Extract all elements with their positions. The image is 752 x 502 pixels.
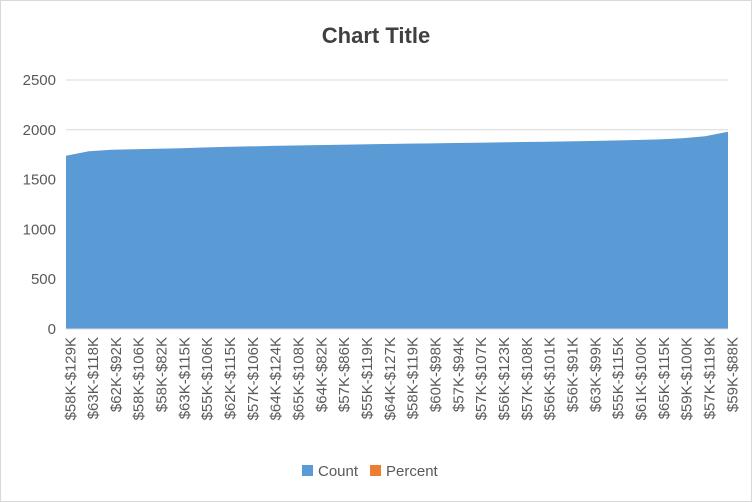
x-tick-label: $56K-$123K: [496, 337, 513, 420]
y-tick-label: 500: [31, 271, 56, 288]
x-tick-label: $63K-$118K: [85, 337, 102, 419]
x-tick-label: $57K-$108K: [519, 337, 536, 420]
legend-label: Count: [318, 463, 359, 480]
x-tick-label: $63K-$99K: [587, 337, 604, 412]
x-tick-label: $56K-$91K: [564, 337, 581, 412]
x-tick-label: $63K-$115K: [176, 337, 193, 419]
x-tick-label: $62K-$92K: [108, 337, 125, 412]
x-tick-label: $58K-$119K: [405, 337, 422, 419]
legend-swatch: [370, 465, 382, 476]
legend-label: Percent: [386, 463, 439, 480]
x-tick-label: $55K-$106K: [199, 337, 216, 420]
legend-swatch: [302, 465, 313, 476]
x-tick-label: $57K-$94K: [450, 337, 467, 412]
y-tick-label: 2500: [23, 72, 56, 89]
x-tick-label: $65K-$115K: [656, 337, 673, 419]
x-tick-label: $61K-$100K: [633, 337, 650, 420]
x-tick-label: $62K-$115K: [222, 337, 239, 419]
x-tick-label: $65K-$108K: [291, 337, 308, 420]
x-tick-label: $64K-$124K: [268, 337, 285, 420]
x-tick-label: $58K-$106K: [131, 337, 148, 420]
x-tick-label: $56K-$101K: [542, 337, 559, 420]
x-tick-label: $57K-$86K: [336, 337, 353, 412]
y-tick-label: 0: [48, 321, 56, 338]
x-tick-label: $58K-$129K: [62, 337, 79, 420]
x-tick-label: $59K-$100K: [679, 337, 696, 420]
x-tick-label: $55K-$115K: [610, 337, 627, 419]
x-tick-label: $55K-$119K: [359, 337, 376, 419]
chart-title: Chart Title: [322, 23, 430, 48]
x-tick-label: $57K-$119K: [701, 337, 718, 419]
y-tick-label: 1500: [23, 172, 56, 189]
x-tick-label: $58K-$82K: [154, 337, 171, 412]
x-tick-label: $60K-$98K: [427, 337, 444, 412]
y-tick-label: 2000: [23, 122, 56, 139]
x-tick-label: $57K-$107K: [473, 337, 490, 420]
x-tick-label: $64K-$127K: [382, 337, 399, 420]
x-tick-label: $59K-$88K: [724, 337, 741, 412]
x-tick-label: $64K-$82K: [313, 337, 330, 412]
y-tick-label: 1000: [23, 221, 56, 238]
area: [66, 131, 728, 329]
x-tick-label: $57K-$106K: [245, 337, 262, 420]
